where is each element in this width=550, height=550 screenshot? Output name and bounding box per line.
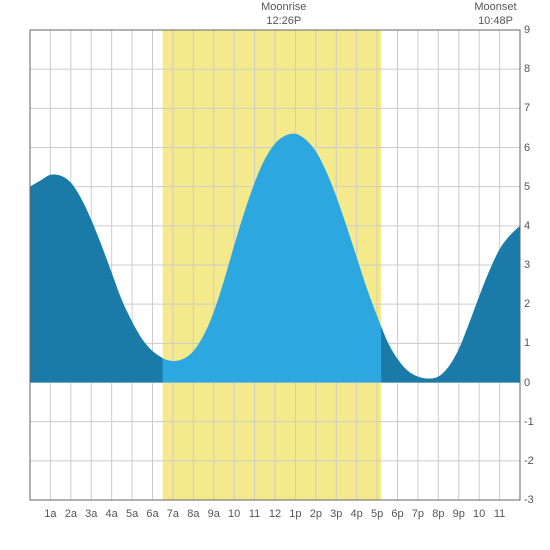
x-tick-label: 8a xyxy=(187,508,199,520)
x-tick-label: 3p xyxy=(330,508,342,520)
moonrise-title: Moonrise xyxy=(254,0,314,14)
x-tick-label: 5p xyxy=(371,508,383,520)
x-tick-label: 4p xyxy=(351,508,363,520)
x-tick-label: 6a xyxy=(146,508,158,520)
tide-chart: Moonrise 12:26P Moonset 10:48P -3-2-1012… xyxy=(0,0,550,550)
x-tick-label: 3a xyxy=(85,508,97,520)
x-tick-label: 10 xyxy=(473,508,485,520)
x-tick-label: 8p xyxy=(432,508,444,520)
x-tick-label: 9a xyxy=(208,508,220,520)
x-tick-label: 11 xyxy=(494,508,505,520)
x-tick-label: 1a xyxy=(44,508,56,520)
y-tick-label: 9 xyxy=(524,24,530,36)
moonset-title: Moonset xyxy=(466,0,526,14)
x-tick-label: 9p xyxy=(453,508,465,520)
y-tick-label: -1 xyxy=(524,416,534,428)
y-tick-label: -3 xyxy=(524,494,534,506)
x-tick-label: 5a xyxy=(126,508,138,520)
moonrise-label: Moonrise 12:26P xyxy=(254,0,314,29)
moonset-label: Moonset 10:48P xyxy=(466,0,526,29)
x-tick-label: 2p xyxy=(310,508,322,520)
x-tick-label: 6p xyxy=(391,508,403,520)
y-tick-label: 2 xyxy=(524,298,530,310)
y-tick-label: -2 xyxy=(524,455,534,467)
y-tick-label: 4 xyxy=(524,220,530,232)
y-tick-label: 1 xyxy=(524,337,530,349)
y-tick-label: 3 xyxy=(524,259,530,271)
y-tick-label: 6 xyxy=(524,142,530,154)
moonset-time: 10:48P xyxy=(466,14,526,28)
moonrise-time: 12:26P xyxy=(254,14,314,28)
y-tick-label: 8 xyxy=(524,63,530,75)
x-tick-label: 7a xyxy=(167,508,179,520)
x-tick-label: 2a xyxy=(65,508,77,520)
x-tick-label: 11 xyxy=(249,508,260,520)
x-tick-label: 1p xyxy=(289,508,301,520)
y-tick-label: 7 xyxy=(524,102,530,114)
x-tick-label: 10 xyxy=(228,508,240,520)
y-tick-label: 0 xyxy=(524,377,530,389)
chart-svg xyxy=(0,0,550,550)
y-tick-label: 5 xyxy=(524,181,530,193)
x-tick-label: 4a xyxy=(106,508,118,520)
x-tick-label: 12 xyxy=(269,508,281,520)
x-tick-label: 7p xyxy=(412,508,424,520)
